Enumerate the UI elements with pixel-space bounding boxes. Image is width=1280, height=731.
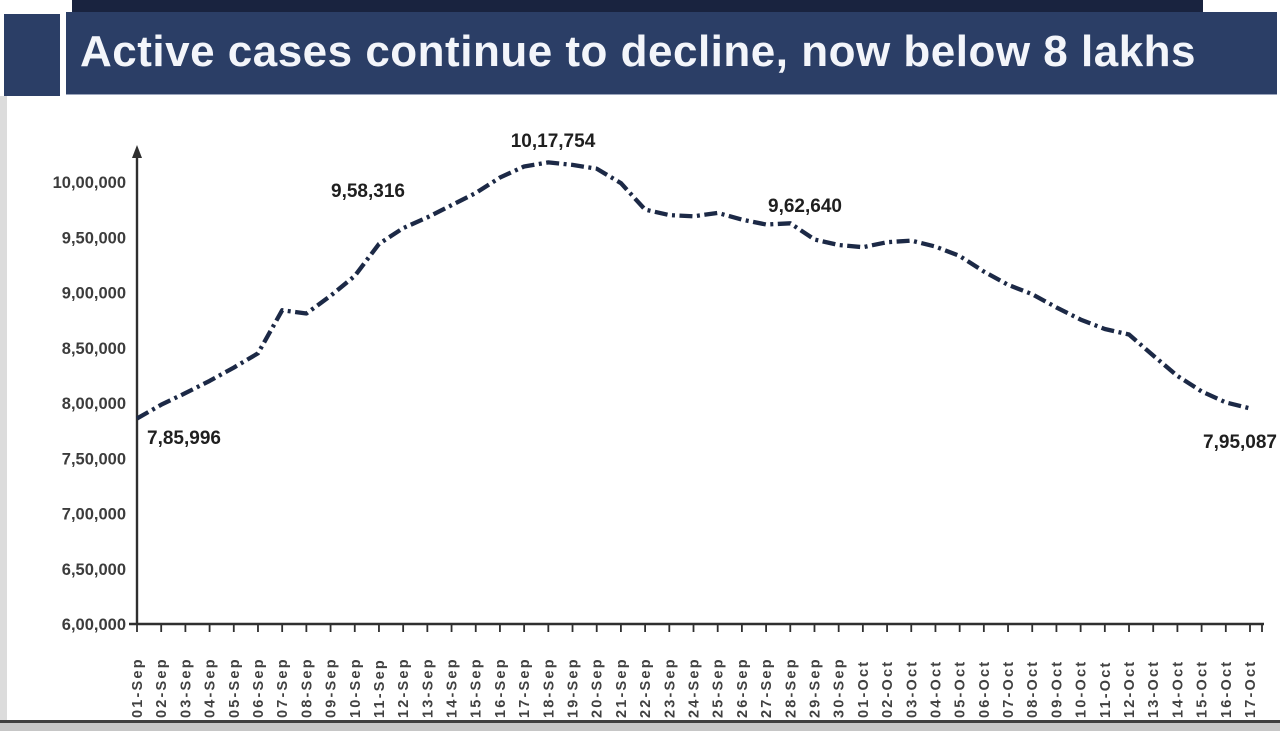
x-tick-label: 06-Oct (977, 660, 993, 718)
bottom-gray-strip (0, 723, 1280, 731)
y-axis-labels: 10,00,000 9,50,000 9,00,000 8,50,000 8,00,00… (53, 174, 126, 634)
x-tick-label: 05-Oct (953, 660, 969, 718)
x-tick-label: 23-Sep (662, 657, 678, 718)
x-tick-label: 03-Sep (178, 657, 194, 718)
title-banner (66, 12, 1277, 95)
x-tick-label: 21-Sep (614, 657, 630, 718)
x-tick-label: 09-Oct (1049, 660, 1065, 718)
x-tick-label: 12-Sep (396, 657, 412, 718)
data-point-label: 7,95,087 (1203, 432, 1277, 453)
data-line (135, 160, 1251, 421)
x-tick-label: 25-Sep (711, 657, 727, 718)
x-tick-label: 03-Oct (904, 660, 920, 718)
x-tick-label: 06-Sep (251, 657, 267, 718)
x-axis (129, 622, 1264, 632)
x-tick-label: 26-Sep (735, 657, 751, 718)
x-tick-label: 05-Sep (227, 657, 243, 718)
x-tick-label: 14-Oct (1170, 660, 1186, 718)
y-axis (132, 145, 142, 625)
y-tick-label: 10,00,000 (53, 174, 126, 192)
x-tick-label: 22-Sep (638, 657, 654, 718)
data-point-label: 9,62,640 (768, 196, 842, 217)
x-tick-label: 07-Sep (275, 657, 291, 718)
x-tick-label: 02-Oct (880, 660, 896, 718)
y-axis-arrow-icon (132, 145, 142, 158)
y-tick-label: 6,00,000 (62, 616, 126, 634)
x-tick-label: 11-Oct (1098, 660, 1114, 718)
y-tick-label: 9,50,000 (62, 229, 126, 247)
x-tick-label: 07-Oct (1001, 660, 1017, 718)
page-title: Active cases continue to decline, now be… (79, 27, 1197, 76)
x-tick-label: 16-Oct (1219, 660, 1235, 718)
data-point-label: 7,85,996 (147, 428, 221, 449)
x-tick-label: 12-Oct (1122, 660, 1138, 718)
y-tick-label: 8,50,000 (62, 340, 126, 358)
x-tick-label: 09-Sep (324, 657, 340, 718)
y-tick-label: 7,50,000 (62, 450, 126, 468)
y-tick-label: 8,00,000 (62, 395, 126, 413)
x-tick-label: 01-Sep (130, 657, 146, 718)
x-tick-label: 30-Sep (832, 657, 848, 718)
x-tick-label: 13-Sep (420, 657, 436, 718)
x-tick-label: 10-Oct (1074, 660, 1090, 718)
data-labels: 7,85,996 9,58,316 10,17,754 9,62,640 7,95,08… (147, 131, 1277, 453)
x-tick-label: 18-Sep (541, 657, 557, 718)
x-tick-label: 20-Sep (590, 657, 606, 718)
x-tick-label: 15-Oct (1195, 660, 1211, 718)
data-point-label: 10,17,754 (511, 131, 596, 152)
x-tick-label: 17-Sep (517, 657, 533, 718)
x-tick-label: 24-Sep (687, 657, 703, 718)
x-tick-label: 02-Sep (154, 657, 170, 718)
top-dark-strip (72, 0, 1203, 13)
x-tick-label: 19-Sep (566, 657, 582, 718)
x-tick-label: 01-Oct (856, 660, 872, 718)
data-point-label: 9,58,316 (331, 181, 405, 202)
y-tick-label: 6,50,000 (62, 561, 126, 579)
x-tick-label: 11-Sep (372, 658, 388, 718)
x-tick-label: 16-Sep (493, 657, 509, 718)
x-tick-label: 04-Sep (203, 657, 219, 718)
x-tick-label: 28-Sep (783, 657, 799, 718)
y-tick-label: 7,00,000 (62, 506, 126, 524)
bottom-rule (0, 720, 1280, 723)
x-tick-label: 10-Sep (348, 657, 364, 718)
x-tick-label: 29-Sep (807, 657, 823, 718)
x-tick-label: 27-Sep (759, 657, 775, 718)
banner-left-fragment (4, 14, 60, 96)
x-tick-label: 08-Oct (1025, 660, 1041, 718)
left-edge-strip (0, 96, 7, 720)
y-tick-label: 9,00,000 (62, 285, 126, 303)
x-tick-label: 04-Oct (928, 660, 944, 718)
active-cases-series-line (135, 160, 1251, 421)
x-axis-labels: 01-Sep 02-Sep 03-Sep 04-Sep 05-Sep 06-Sep 07-S… (130, 657, 1259, 718)
x-tick-label: 15-Sep (469, 657, 485, 718)
x-tick-label: 14-Sep (445, 657, 461, 718)
x-tick-label: 13-Oct (1146, 660, 1162, 718)
x-tick-label: 08-Sep (299, 657, 315, 718)
x-tick-label: 17-Oct (1243, 660, 1259, 718)
